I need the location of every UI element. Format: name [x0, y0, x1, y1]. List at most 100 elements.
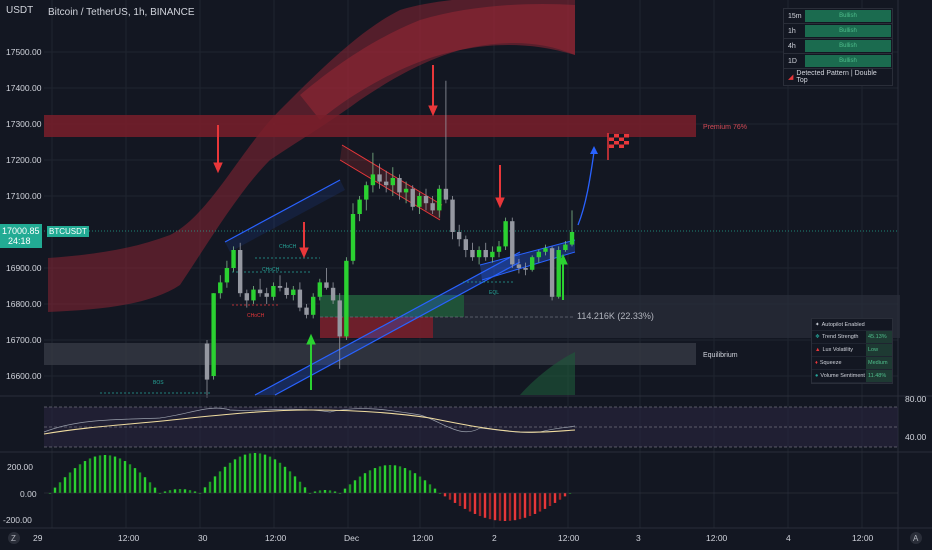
histogram-bar	[158, 493, 162, 494]
candle	[463, 235, 469, 258]
histogram-bar	[373, 468, 377, 493]
candle	[523, 262, 528, 276]
dashboard-row-name: ● Volume Sentiment	[812, 373, 866, 379]
histogram-bar	[428, 484, 432, 493]
price-tick-label: 16800.00	[6, 299, 42, 309]
histogram-bar	[213, 476, 217, 493]
dashboard-row-name: ▲ Lux Volatility	[812, 347, 866, 353]
histogram-bar	[78, 464, 82, 493]
histogram-bar	[258, 453, 262, 493]
timeframe-trend: Bullish	[805, 55, 891, 67]
histogram-bar	[193, 491, 197, 493]
candle	[470, 242, 475, 261]
histogram-bar	[243, 454, 247, 493]
dashboard-row-label: Squeeze	[819, 360, 842, 366]
current-price-value: 17000.85	[2, 226, 40, 236]
dashboard-row-value: Low	[866, 344, 892, 356]
candle	[251, 286, 256, 304]
histogram-bar	[53, 487, 57, 493]
projection-arrowhead	[590, 146, 598, 154]
dashboard-row: ▲ Lux Volatility Low	[812, 344, 892, 357]
time-tick-label: 12:00	[558, 533, 580, 543]
candle	[237, 242, 243, 297]
candle	[503, 217, 508, 250]
eql-label: EQL	[489, 290, 499, 296]
histogram-bar	[323, 490, 327, 493]
histogram-bar	[423, 480, 427, 493]
premium-label: Premium 76%	[703, 124, 747, 131]
histogram-bar	[383, 465, 387, 493]
choch-label-2: CHoCH	[262, 267, 280, 273]
histogram-bar	[163, 491, 167, 493]
histogram-bar	[73, 468, 77, 493]
timeframe-label: 15m	[788, 12, 802, 20]
price-tick-label: 17400.00	[6, 83, 42, 93]
dashboard-row-label: Volume Sentiment	[820, 373, 865, 379]
volume-icon: ●	[815, 373, 819, 379]
histogram-bar	[208, 481, 212, 493]
histogram-bar	[528, 493, 532, 517]
histogram-bar	[478, 493, 482, 517]
candle	[450, 196, 455, 240]
histogram-bar	[498, 493, 502, 521]
histogram-bar	[398, 466, 402, 493]
histogram-bar	[548, 493, 552, 507]
hist-zero-label: 0.00	[20, 489, 37, 499]
candle	[377, 163, 382, 189]
histogram-bar	[223, 466, 227, 493]
time-tick-label: 12:00	[412, 533, 434, 543]
histogram-bar	[278, 462, 282, 493]
hist-top-label: 200.00	[7, 462, 33, 472]
histogram-bar	[388, 465, 392, 493]
histogram-bar	[343, 488, 347, 493]
resistance-cloud	[48, 0, 575, 312]
histogram-bar	[238, 456, 242, 493]
histogram-bar	[348, 484, 352, 493]
histogram-bar	[558, 493, 562, 500]
timezone-icon-label: Z	[11, 534, 16, 543]
histogram-bar	[318, 490, 322, 493]
timeframe-row: 15m Bullish	[784, 9, 892, 24]
candle	[536, 250, 542, 263]
price-axis: 17500.00 17400.00 17300.00 17200.00 17100.00…	[6, 47, 42, 381]
auto-scale-icon-label: A	[913, 534, 919, 543]
histogram-bar	[523, 493, 527, 518]
price-tick-label: 17500.00	[6, 47, 42, 57]
candle	[364, 181, 369, 211]
time-tick-label: 30	[198, 533, 208, 543]
time-tick-label: Dec	[344, 533, 360, 543]
candle	[483, 242, 488, 261]
chart-title[interactable]: Bitcoin / TetherUS, 1h, BINANCE	[48, 7, 195, 18]
histogram-bar	[568, 493, 572, 494]
dashboard-row-value: 45.13%	[866, 331, 892, 343]
price-tick-label: 16700.00	[6, 335, 42, 345]
auto-scale-button[interactable]: A	[910, 532, 922, 544]
histogram-bar	[328, 490, 332, 493]
dashboard-row-value: Medium	[866, 357, 892, 369]
time-tick-label: 12:00	[852, 533, 874, 543]
buy-arrow	[306, 333, 316, 390]
histogram-bar	[113, 456, 117, 493]
histogram-bar	[133, 468, 137, 493]
histogram-bar	[233, 459, 237, 493]
measure-label: 114.216K (22.33%)	[577, 311, 654, 321]
dashboard-row-name: ❖ Trend Strength	[812, 334, 866, 340]
candle	[476, 246, 482, 265]
support-cloud	[520, 352, 575, 395]
timeframe-trend: Bullish	[805, 40, 891, 52]
sell-arrow	[213, 125, 223, 174]
histogram-bar	[263, 454, 267, 493]
dashboard-row-label: Trend Strength	[821, 334, 859, 340]
timezone-button[interactable]: Z	[8, 532, 20, 544]
time-tick-label: 12:00	[706, 533, 728, 543]
premium-zone	[44, 115, 696, 137]
candle	[231, 246, 236, 272]
histogram-bar	[333, 491, 337, 493]
histogram-bar	[363, 473, 367, 493]
histogram-bar	[93, 456, 97, 493]
hist-bottom-label: -200.00	[3, 515, 32, 525]
symbol-tag: BTCUSDT	[47, 226, 89, 237]
dashboard-row-label: Lux Volatility	[822, 347, 854, 353]
price-tick-label: 16900.00	[6, 263, 42, 273]
